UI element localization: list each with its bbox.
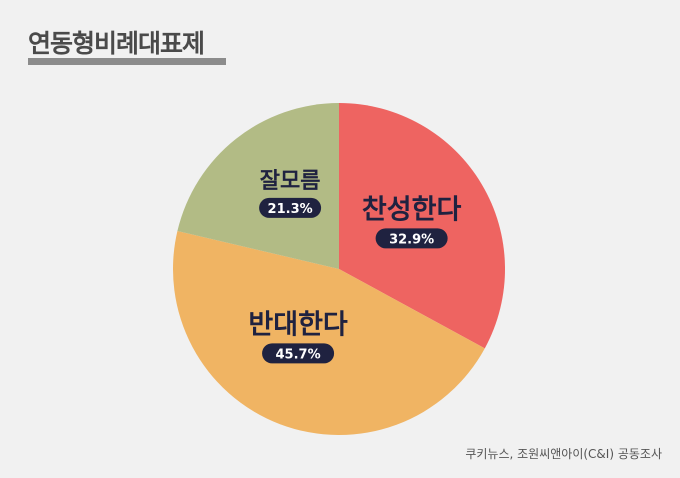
percent-badge-1 [375, 228, 448, 249]
source-note: 쿠키뉴스, 조원씨앤아이(C&I) 공동조사 [465, 447, 662, 461]
pie-slice-3 [177, 103, 339, 269]
percent-label-3: 21.3% [268, 202, 313, 217]
percent-badge-2 [262, 343, 335, 364]
slice-label-2: 반대한다 [248, 309, 348, 340]
pie-slice-2 [172, 230, 485, 436]
slice-label-3: 잘모름 [260, 169, 321, 194]
percent-label-1: 32.9% [389, 232, 434, 247]
percent-badge-3 [259, 197, 322, 218]
chart-title: 연동형비례대표제 [28, 29, 205, 58]
slice-label-1: 찬성한다 [362, 194, 462, 225]
percent-label-2: 45.7% [276, 347, 321, 362]
title-underline [28, 58, 226, 65]
pie-slice-1 [339, 103, 506, 349]
